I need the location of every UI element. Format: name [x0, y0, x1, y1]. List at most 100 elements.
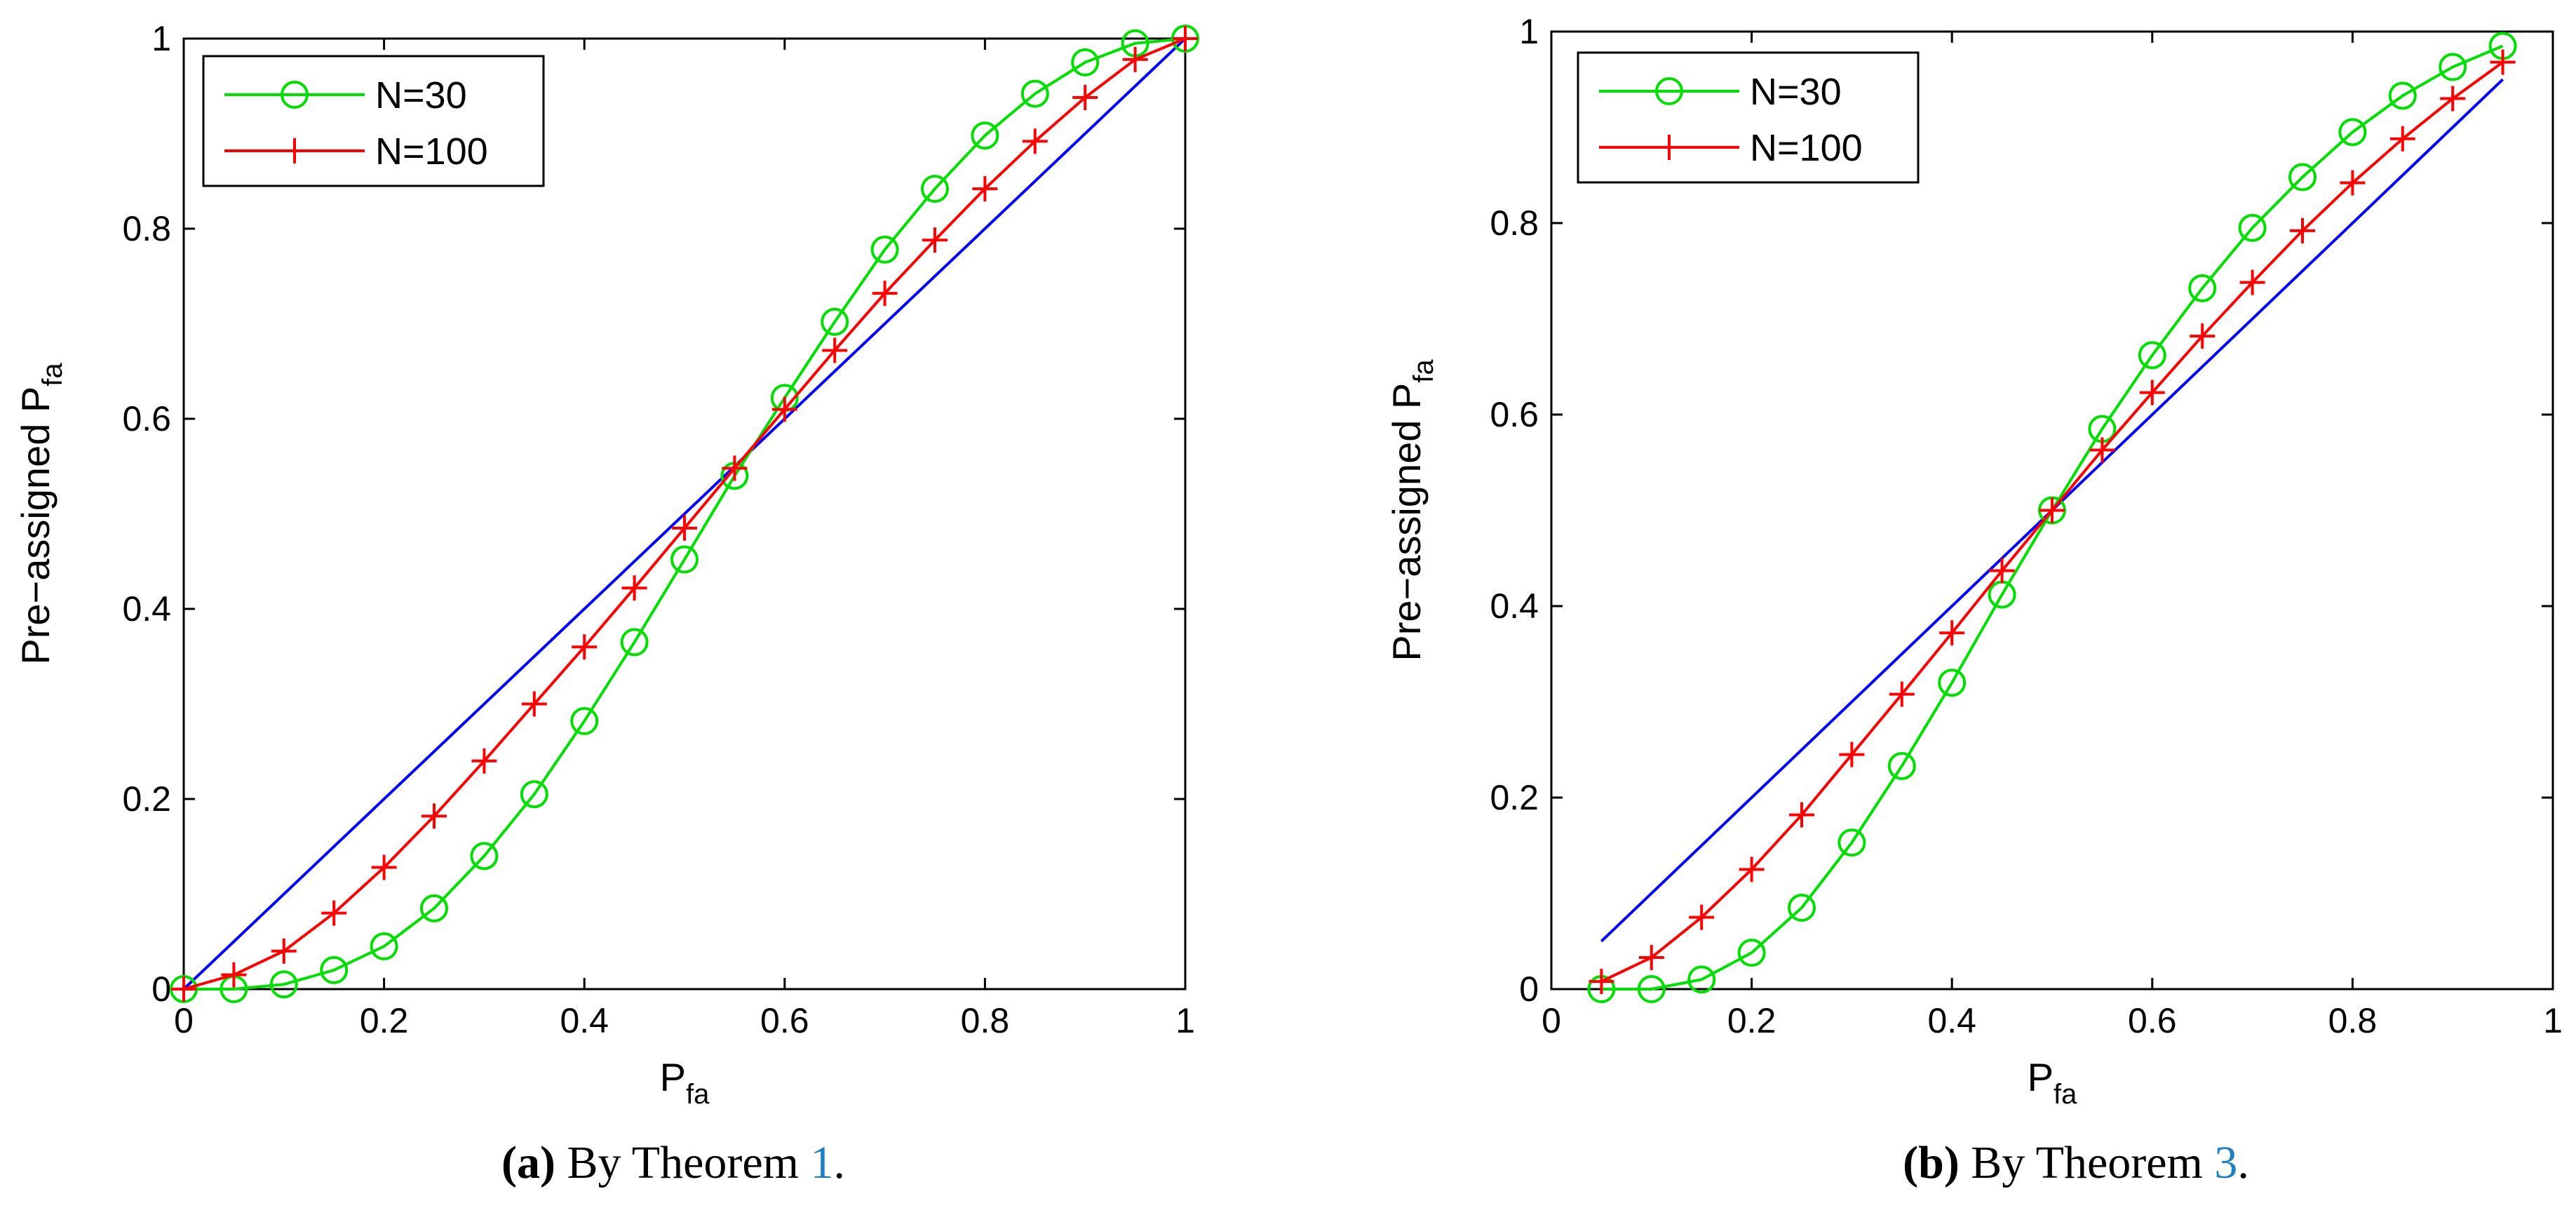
data-point-n100 [371, 854, 397, 880]
data-point-n100 [2139, 380, 2165, 405]
data-point-n100 [621, 575, 647, 601]
data-point-n100 [2490, 49, 2516, 75]
chart-a: 0 0.2 0.4 0.6 0.8 1 0 0.2 0.4 0.6 0.8 1 Pfa Pre−assig… [13, 19, 1199, 1110]
data-point-n30 [2138, 341, 2166, 370]
data-point-n30 [1887, 751, 1916, 780]
data-point-n30 [420, 894, 448, 922]
data-point-n100 [1072, 85, 1098, 111]
x-tick-label: 0.6 [2128, 1001, 2177, 1040]
y-tick-label: 0.2 [1490, 778, 1539, 817]
data-point-n100 [1638, 944, 1664, 970]
data-point-n100 [321, 900, 347, 926]
data-point-n100 [1022, 128, 1048, 154]
data-point-n30 [520, 780, 548, 809]
data-point-n100 [972, 176, 998, 202]
data-point-n100 [1839, 741, 1865, 767]
x-tick-label: 1 [1175, 1001, 1195, 1040]
data-point-n100 [2440, 86, 2466, 112]
data-point-n100 [2190, 323, 2216, 349]
data-point-n30 [620, 628, 649, 657]
caption-a-text: By Theorem [555, 1137, 811, 1188]
y-tick-label: 0.6 [1490, 395, 1539, 434]
legend-label: N=100 [375, 130, 488, 173]
chart-b: 0 0.2 0.4 0.6 0.8 1 0 0.2 0.4 0.6 0.8 1 Pfa Pre−assig… [1384, 12, 2563, 1110]
legend-box [1577, 51, 1920, 184]
data-point-n100 [2290, 217, 2315, 243]
caption-b-end: . [2237, 1137, 2249, 1188]
legend: N=30 N=100 [1577, 51, 1920, 184]
legend-marker-circle [281, 81, 309, 109]
data-point-n100 [2239, 269, 2265, 295]
data-point-n100 [1739, 857, 1765, 882]
y-tick-label: 0.4 [1490, 586, 1539, 626]
x-tick-label: 1 [2543, 1001, 2563, 1040]
caption-a-ref-link[interactable]: 1 [810, 1137, 834, 1188]
data-point-n30 [370, 932, 398, 961]
data-point-n100 [1989, 558, 2015, 584]
data-point-n30 [2188, 274, 2217, 302]
data-point-n100 [2089, 437, 2115, 463]
legend-box [202, 55, 545, 187]
data-point-n30 [821, 307, 849, 336]
x-tick-label: 0.4 [1927, 1001, 1976, 1040]
y-tick-label: 0.4 [122, 589, 171, 629]
caption-b-letter: (b) [1903, 1137, 1960, 1188]
data-point-n30 [2439, 53, 2467, 81]
data-point-n30 [1020, 79, 1049, 108]
data-point-n30 [570, 706, 599, 735]
x-axis-label: Pfa [660, 1055, 710, 1110]
caption-b-ref-link[interactable]: 3 [2214, 1137, 2238, 1188]
x-axis-label: Pfa [2028, 1055, 2077, 1110]
data-point-n100 [822, 337, 848, 363]
caption-a-end: . [833, 1137, 846, 1188]
data-point-n30 [2288, 163, 2317, 192]
data-point-n30 [1737, 939, 1766, 967]
x-tick-label: 0 [174, 1001, 194, 1040]
data-point-n100 [672, 515, 697, 541]
y-tick-label: 1 [1519, 12, 1539, 51]
data-point-n100 [1589, 969, 1614, 995]
x-tick-label: 0.8 [2328, 1001, 2378, 1040]
data-point-n100 [572, 634, 598, 660]
data-point-n100 [2039, 497, 2065, 523]
y-tick-label: 0 [1519, 969, 1539, 1009]
x-tick-label: 0.6 [760, 1001, 809, 1040]
legend: N=30 N=100 [202, 55, 545, 187]
data-point-n30 [870, 235, 899, 264]
data-point-n30 [269, 970, 298, 999]
data-point-n30 [1938, 669, 1967, 697]
data-point-n100 [1789, 802, 1814, 828]
data-point-n100 [1689, 904, 1715, 930]
caption-a: (a) By Theorem 1. [501, 1136, 845, 1190]
data-point-n100 [872, 281, 898, 307]
y-tick-label: 0.8 [122, 209, 171, 248]
data-point-n30 [1637, 975, 1666, 1003]
y-tick-label: 0.8 [1490, 203, 1539, 243]
x-tick-label: 0.2 [360, 1001, 409, 1040]
data-point-n100 [2389, 126, 2415, 152]
data-point-n30 [2238, 213, 2267, 242]
data-point-n100 [1939, 620, 1965, 646]
y-tick-label: 0 [151, 969, 171, 1009]
data-point-n100 [722, 455, 748, 481]
data-point-n30 [921, 175, 949, 203]
data-point-n30 [470, 842, 499, 871]
y-tick-label: 0.6 [122, 399, 171, 438]
x-tick-label: 0 [1542, 1001, 1561, 1040]
series-line-circle [184, 37, 1186, 991]
data-point-n30 [320, 955, 349, 984]
legend-label: N=100 [1750, 127, 1863, 169]
x-tick-label: 0.4 [560, 1001, 609, 1040]
data-point-n30 [1687, 965, 1716, 994]
data-point-n100 [1889, 681, 1915, 707]
data-point-n100 [1173, 26, 1198, 51]
y-axis-label: Pre−assigned Pfa [13, 363, 68, 665]
data-point-n30 [2388, 81, 2417, 110]
legend-label: N=30 [1750, 71, 1842, 113]
reference-line [182, 37, 1187, 991]
y-tick-label: 1 [151, 19, 171, 58]
data-point-n100 [471, 748, 497, 774]
caption-a-letter: (a) [501, 1137, 555, 1188]
data-point-n100 [2340, 170, 2366, 196]
